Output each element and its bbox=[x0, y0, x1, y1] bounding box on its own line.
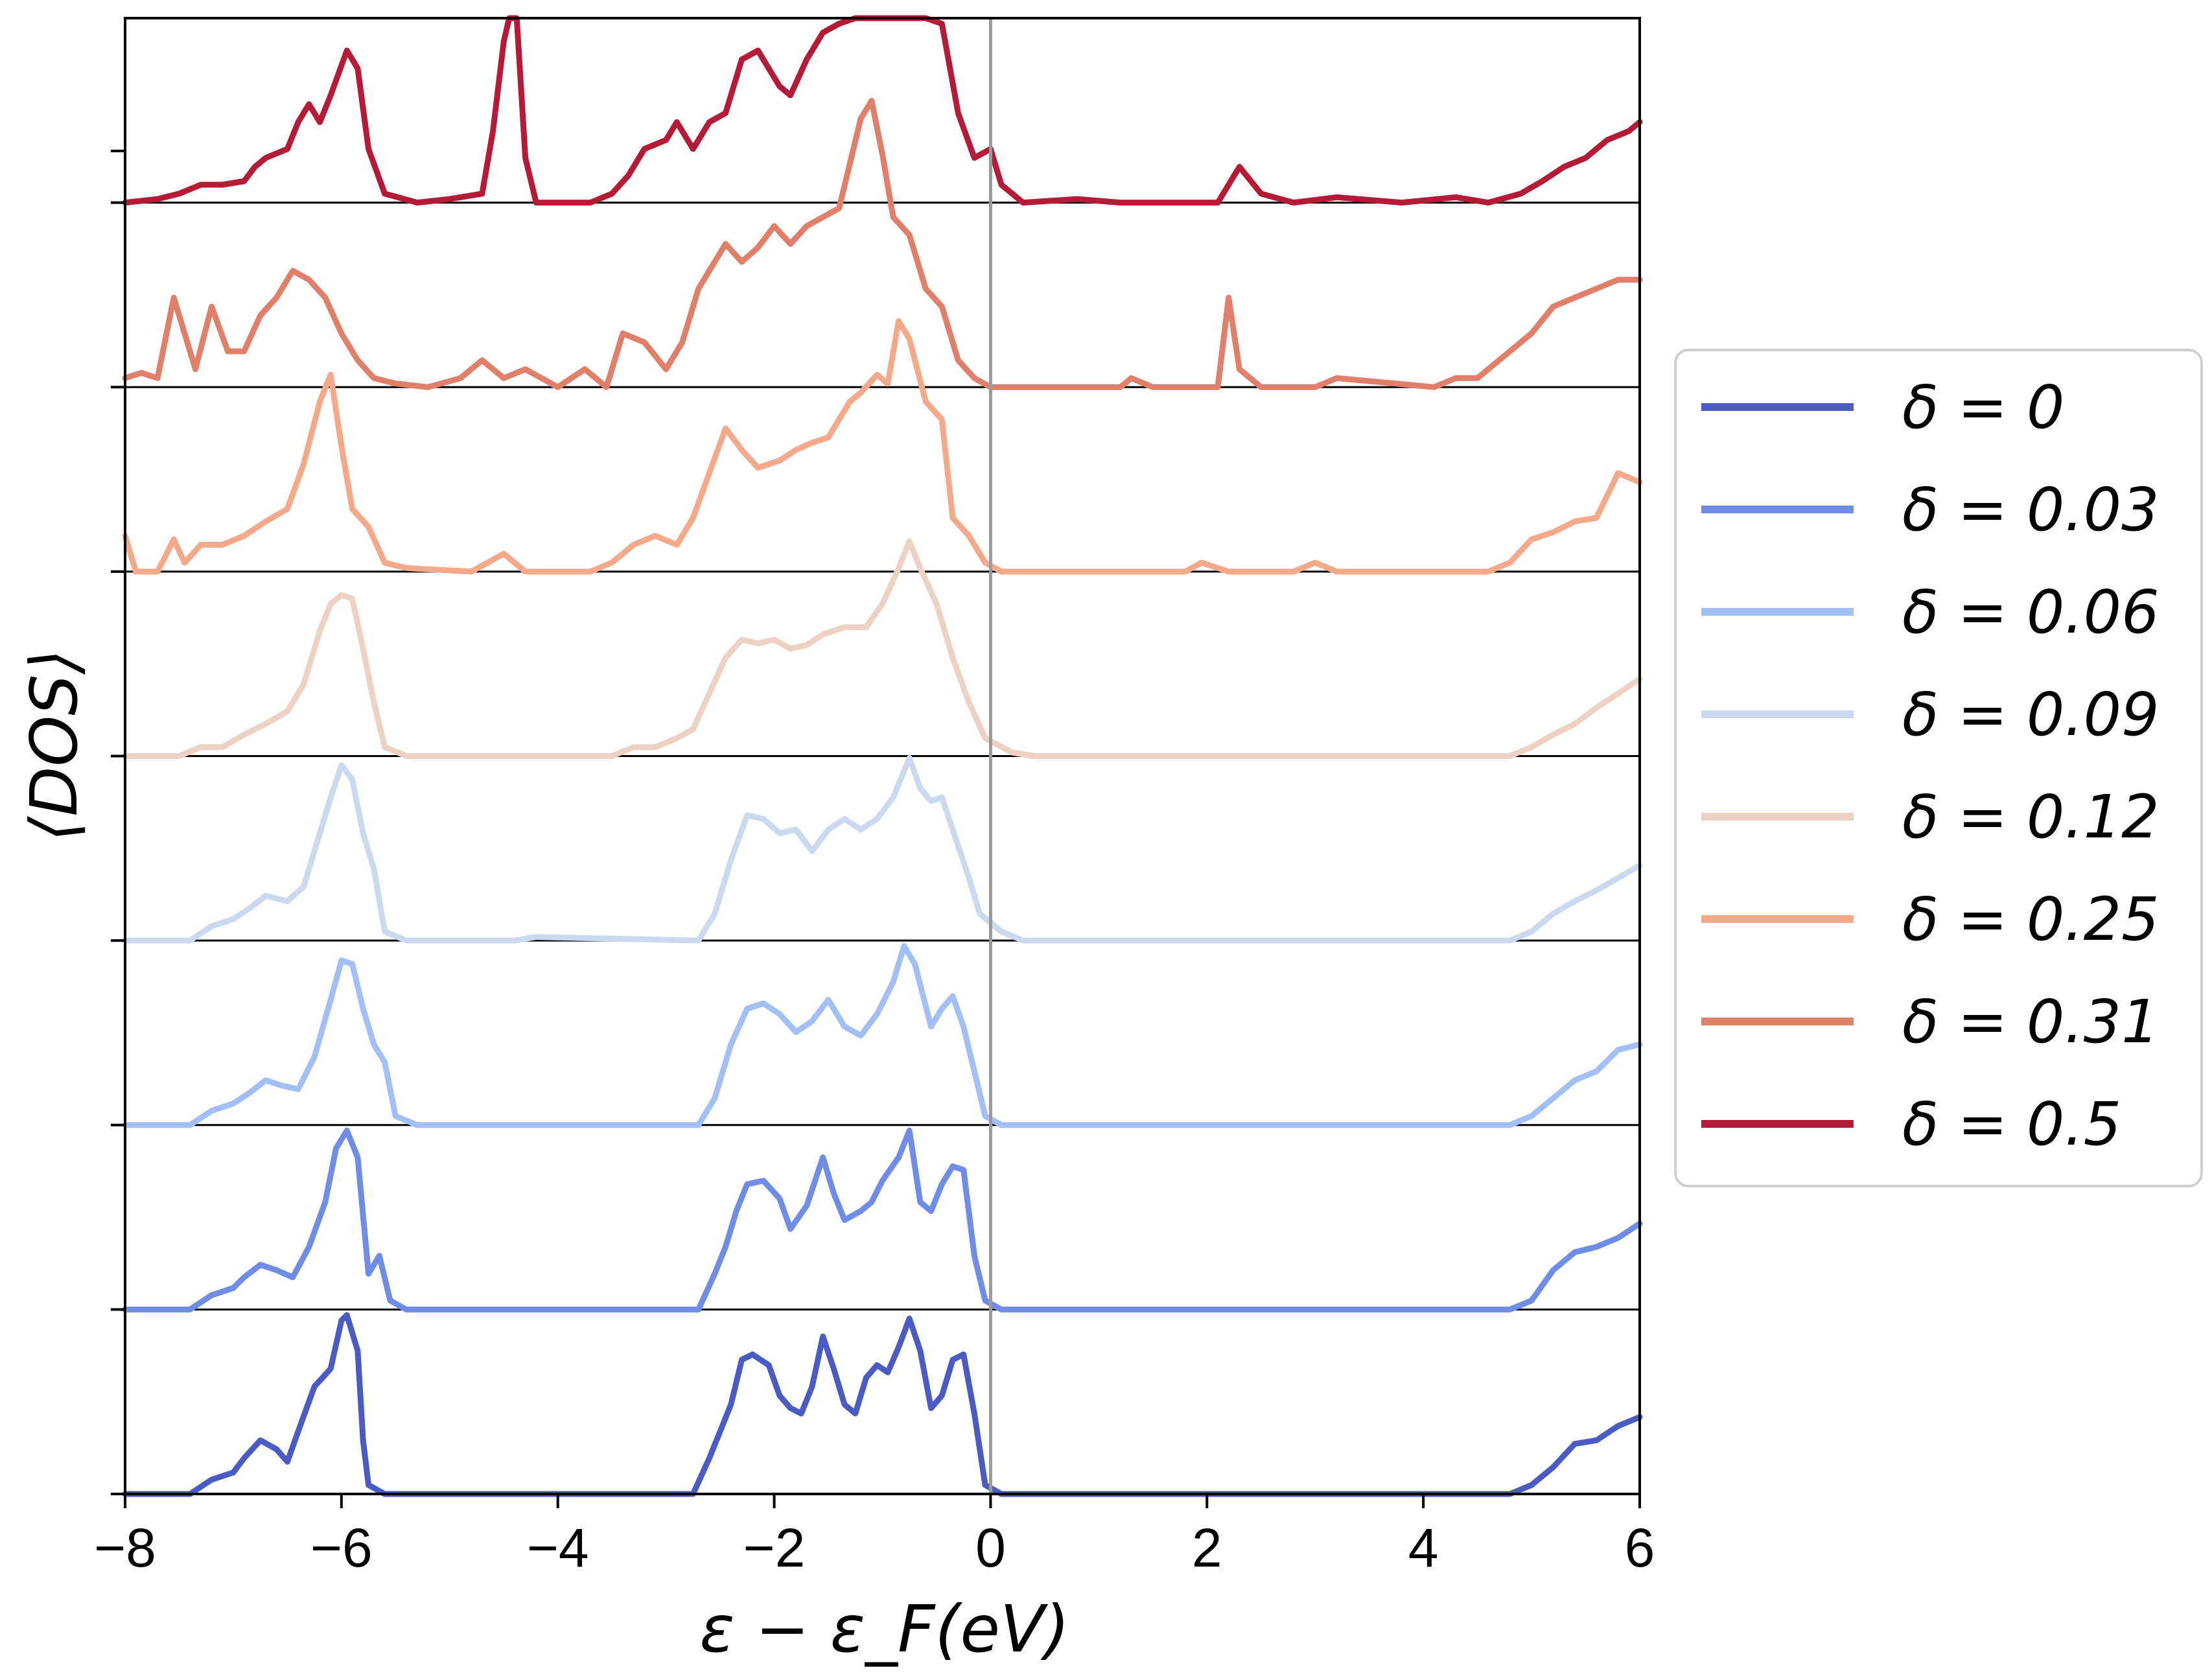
series-line-0 bbox=[122, 1312, 1643, 1497]
x-tick-label: 2 bbox=[1192, 1517, 1222, 1578]
legend-label-0-03: δ = 0.03 bbox=[1902, 475, 2160, 544]
legend-label-0: δ = 0 bbox=[1902, 373, 2064, 442]
series-line-0-09 bbox=[122, 755, 1643, 944]
x-tick-label: 6 bbox=[1625, 1517, 1655, 1578]
legend-label-0-25: δ = 0.25 bbox=[1902, 885, 2160, 954]
legend-label-0-09: δ = 0.09 bbox=[1902, 680, 2160, 749]
series-line-0-31 bbox=[122, 98, 1643, 390]
x-tick-label: −6 bbox=[310, 1517, 373, 1578]
legend-label-0-5: δ = 0.5 bbox=[1902, 1090, 2121, 1159]
y-axis-ticks bbox=[111, 149, 125, 1495]
x-tick-label: −8 bbox=[94, 1517, 156, 1578]
legend-label-0-31: δ = 0.31 bbox=[1902, 987, 2160, 1056]
legend-label-0-12: δ = 0.12 bbox=[1902, 782, 2160, 852]
y-axis-label: ⟨DOS⟩ bbox=[16, 649, 92, 841]
panel-baselines bbox=[125, 202, 1640, 1311]
x-axis-label: ε − ε_F(eV) bbox=[700, 1591, 1070, 1667]
x-tick-label: −4 bbox=[527, 1517, 589, 1578]
legend-items: δ = 0 δ = 0.03 δ = 0.06 δ = 0.09 δ = 0.12 δ =… bbox=[1701, 373, 2160, 1159]
series-layer bbox=[122, 15, 1643, 1497]
x-axis-ticks: −8 −6 −4 −2 0 2 4 6 bbox=[94, 1494, 1655, 1578]
legend: δ = 0 δ = 0.03 δ = 0.06 δ = 0.09 δ = 0.12 δ =… bbox=[1674, 349, 2203, 1187]
x-tick-label: 4 bbox=[1408, 1517, 1439, 1578]
series-line-0-5 bbox=[122, 15, 1643, 206]
series-line-0-12 bbox=[122, 538, 1643, 759]
x-tick-label: 0 bbox=[975, 1517, 1006, 1578]
series-line-0-06 bbox=[122, 943, 1643, 1128]
x-tick-label: −2 bbox=[743, 1517, 806, 1578]
legend-box bbox=[1674, 349, 2203, 1187]
series-line-0-25 bbox=[122, 318, 1643, 575]
legend-label-0-06: δ = 0.06 bbox=[1902, 578, 2160, 647]
series-line-0-03 bbox=[122, 1127, 1643, 1312]
